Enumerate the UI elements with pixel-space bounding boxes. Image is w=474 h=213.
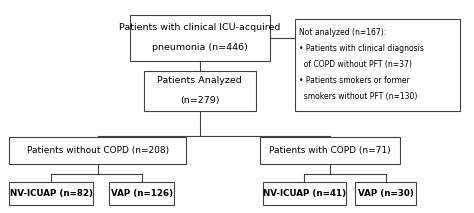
FancyBboxPatch shape xyxy=(295,19,460,111)
FancyBboxPatch shape xyxy=(109,182,174,205)
Text: • Patients smokers or former: • Patients smokers or former xyxy=(299,76,410,85)
FancyBboxPatch shape xyxy=(9,137,186,164)
FancyBboxPatch shape xyxy=(9,182,93,205)
Text: of COPD without PFT (n=37): of COPD without PFT (n=37) xyxy=(299,60,411,69)
Text: NV-ICUAP (n=41): NV-ICUAP (n=41) xyxy=(263,189,346,198)
Text: (n=279): (n=279) xyxy=(180,96,219,105)
Text: Patients without COPD (n=208): Patients without COPD (n=208) xyxy=(27,146,169,155)
Text: Patients with COPD (n=71): Patients with COPD (n=71) xyxy=(269,146,391,155)
Text: • Patients with clinical diagnosis: • Patients with clinical diagnosis xyxy=(299,44,424,53)
Text: pneumonia (n=446): pneumonia (n=446) xyxy=(152,43,248,52)
Text: Not analyzed (n=167):: Not analyzed (n=167): xyxy=(299,28,386,37)
FancyBboxPatch shape xyxy=(356,182,416,205)
FancyBboxPatch shape xyxy=(144,71,255,111)
Text: Patients with clinical ICU-acquired: Patients with clinical ICU-acquired xyxy=(119,23,281,32)
FancyBboxPatch shape xyxy=(260,137,400,164)
FancyBboxPatch shape xyxy=(263,182,346,205)
Text: NV-ICUAP (n=82): NV-ICUAP (n=82) xyxy=(9,189,93,198)
Text: VAP (n=30): VAP (n=30) xyxy=(358,189,414,198)
FancyBboxPatch shape xyxy=(130,15,270,60)
Text: smokers without PFT (n=130): smokers without PFT (n=130) xyxy=(299,92,417,101)
Text: VAP (n=126): VAP (n=126) xyxy=(111,189,173,198)
Text: Patients Analyzed: Patients Analyzed xyxy=(157,76,242,85)
